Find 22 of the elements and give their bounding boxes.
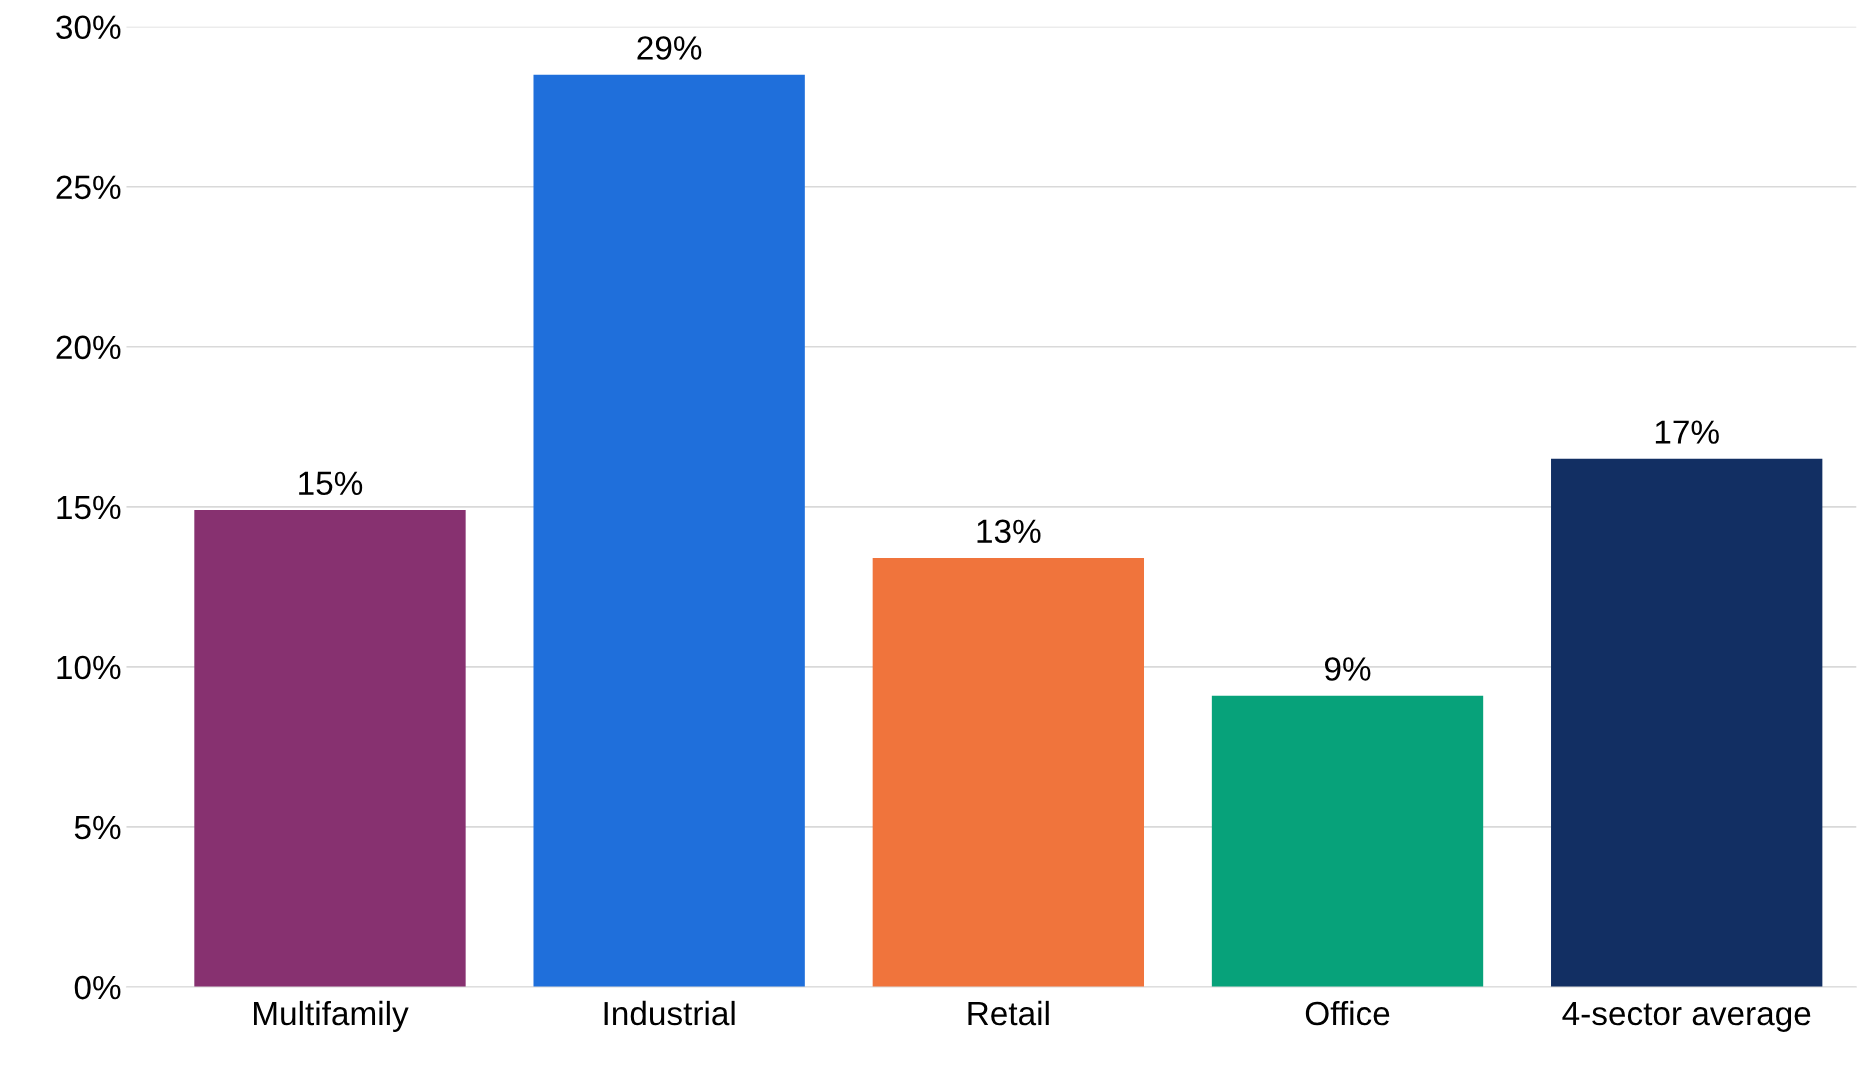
x-tick-label: Industrial [604, 1000, 735, 1026]
data-label: 9% [1324, 657, 1371, 681]
y-tick-label: 20% [56, 335, 121, 360]
bar [1211, 695, 1484, 987]
x-tick-label: Multifamily [254, 1000, 409, 1032]
y-tick-label: 30% [56, 15, 121, 40]
x-tick-label: 4-sector average [1562, 1002, 1811, 1032]
y-tick-label: 25% [56, 175, 121, 200]
y-tick-label: 10% [57, 655, 121, 680]
data-label: 15% [299, 471, 363, 496]
data-label: 29% [637, 36, 702, 60]
bar [533, 74, 805, 987]
x-tick-label: Office [1305, 1000, 1390, 1026]
y-tick-label: 5% [74, 815, 121, 840]
y-tick-label: 15% [57, 495, 121, 520]
y-tick-label: 0% [74, 975, 121, 1000]
bar [1551, 458, 1823, 987]
bar [872, 558, 1145, 987]
data-label: 17% [1655, 420, 1719, 444]
bar [194, 510, 466, 987]
data-label: 13% [977, 519, 1041, 544]
x-tick-label: Retail [968, 1000, 1049, 1026]
